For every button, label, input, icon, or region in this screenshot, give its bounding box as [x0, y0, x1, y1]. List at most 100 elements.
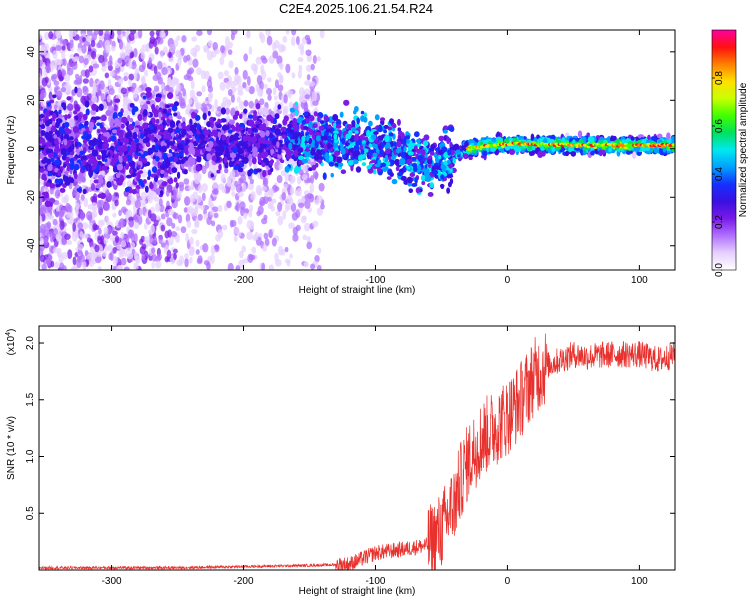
spectrogram-cell: [183, 178, 190, 185]
spectrogram-cell: [336, 156, 343, 163]
spectrogram-cell: [161, 181, 168, 187]
spectrogram-cell: [266, 114, 273, 122]
spectrogram-cell: [434, 165, 440, 170]
spectrogram-cell: [46, 141, 52, 147]
spectrogram-cell: [54, 261, 60, 269]
spectrogram-cell: [267, 202, 273, 210]
spectrogram-cell: [280, 170, 286, 177]
spectrogram-cell: [56, 90, 63, 100]
spectrogram-cell: [218, 163, 222, 171]
spectrogram-cell: [188, 98, 193, 105]
spectrogram-cell: [61, 252, 68, 260]
spectrogram-marks: [39, 30, 675, 270]
spectrogram-cell: [191, 36, 197, 42]
spectrogram-cell: [291, 72, 296, 79]
spectrogram-cell: [39, 72, 42, 82]
spectrogram-cell: [151, 108, 158, 114]
spectrogram-cell: [66, 211, 71, 219]
spectrogram-cell: [45, 212, 51, 220]
spectrogram-cell: [186, 104, 191, 112]
spectrogram-cell: [219, 81, 226, 91]
spectrogram-cell: [295, 35, 300, 45]
spectrogram-cell: [146, 100, 151, 105]
spectrogram-cell: [213, 187, 219, 196]
spectrogram-cell: [104, 202, 110, 211]
spectrogram-cell: [141, 60, 146, 70]
spectrogram-cell: [289, 197, 294, 206]
spectrogram-cell: [57, 101, 62, 108]
spectrogram-cell: [151, 261, 155, 269]
spectrogram-cell: [227, 99, 232, 106]
spectrogram-cell: [121, 116, 128, 124]
spectrogram-cell: [91, 103, 98, 111]
spectrogram-cell: [62, 104, 67, 111]
spectrogram-cell: [180, 226, 187, 234]
spectrogram-cell: [59, 187, 66, 193]
spectrogram-cell: [144, 69, 149, 77]
spectrogram-cell: [112, 230, 118, 236]
spectrogram-cell: [272, 50, 279, 59]
spectrogram-cell: [46, 231, 53, 238]
spectrogram-cell: [443, 129, 448, 134]
spectrogram-cell: [200, 103, 207, 112]
spectrogram-cell: [40, 44, 46, 55]
spectrogram-cell: [118, 39, 124, 50]
spectrogram-cell: [177, 214, 183, 224]
spectrogram-cell: [134, 199, 142, 209]
spectrogram-cell: [243, 53, 249, 62]
spectrogram-cell: [247, 253, 254, 264]
spectrogram-cell: [229, 170, 236, 179]
spectrogram-cell: [148, 57, 153, 67]
spectrogram-cell: [40, 99, 46, 107]
spectrogram-cell: [257, 88, 264, 97]
spectrogram-cell: [82, 260, 87, 270]
spectrogram-cell: [210, 50, 217, 58]
spectrogram-cell: [238, 162, 245, 167]
spectrogram-cell: [261, 185, 267, 192]
spectrogram-cell: [122, 102, 128, 110]
spectrogram-cell: [185, 124, 192, 132]
spectrogram-cell: [289, 186, 295, 196]
spectrogram-cell: [282, 105, 289, 115]
spectrogram-cell: [142, 179, 147, 184]
spectrogram-cell: [496, 131, 501, 139]
spectrogram-cell: [133, 215, 138, 221]
spectrogram-cell: [155, 260, 162, 269]
spectrogram-cell: [84, 120, 89, 126]
spectrogram-cell: [427, 191, 434, 197]
spectrogram-cell: [235, 184, 243, 193]
spectrogram-cell: [231, 30, 238, 36]
spectrogram-cell: [59, 262, 65, 270]
spectrogram-cell: [231, 125, 236, 133]
spectrogram-cell: [105, 215, 110, 226]
spectrogram-cell: [195, 249, 200, 255]
spectrogram-cell: [196, 258, 203, 265]
spectrogram-cell: [117, 57, 122, 64]
spectrogram-cell: [233, 78, 239, 87]
spectrogram-cell: [656, 133, 663, 139]
spectrogram-cell: [292, 233, 299, 242]
spectrogram-cell: [55, 30, 61, 38]
spectrogram-cell: [309, 98, 315, 108]
spectrogram-cell: [74, 137, 78, 142]
spectrogram-cell: [64, 114, 68, 121]
spectrogram-cell: [201, 148, 206, 154]
spectrogram-cell: [288, 222, 295, 229]
spectrogram-cell: [82, 113, 88, 121]
spectrogram-cell: [350, 147, 354, 154]
spectrogram-cell: [86, 253, 93, 260]
spectrogram-cell: [126, 209, 133, 219]
spectrogram-cell: [139, 207, 143, 217]
spectrogram-cell: [41, 263, 47, 270]
spectrogram-cell: [120, 240, 127, 248]
spectrogram-cell: [389, 118, 395, 125]
spectrogram-cell: [304, 34, 311, 41]
spectrogram-cell: [284, 258, 291, 264]
spectrogram-cell: [216, 123, 222, 129]
spectrogram-cell: [160, 169, 165, 175]
spectrogram-cell: [390, 141, 394, 148]
spectrogram-cell: [368, 120, 373, 127]
spectrogram-cell: [268, 264, 275, 270]
spectrogram-cell: [342, 154, 346, 160]
spectrogram-cell: [191, 228, 198, 235]
